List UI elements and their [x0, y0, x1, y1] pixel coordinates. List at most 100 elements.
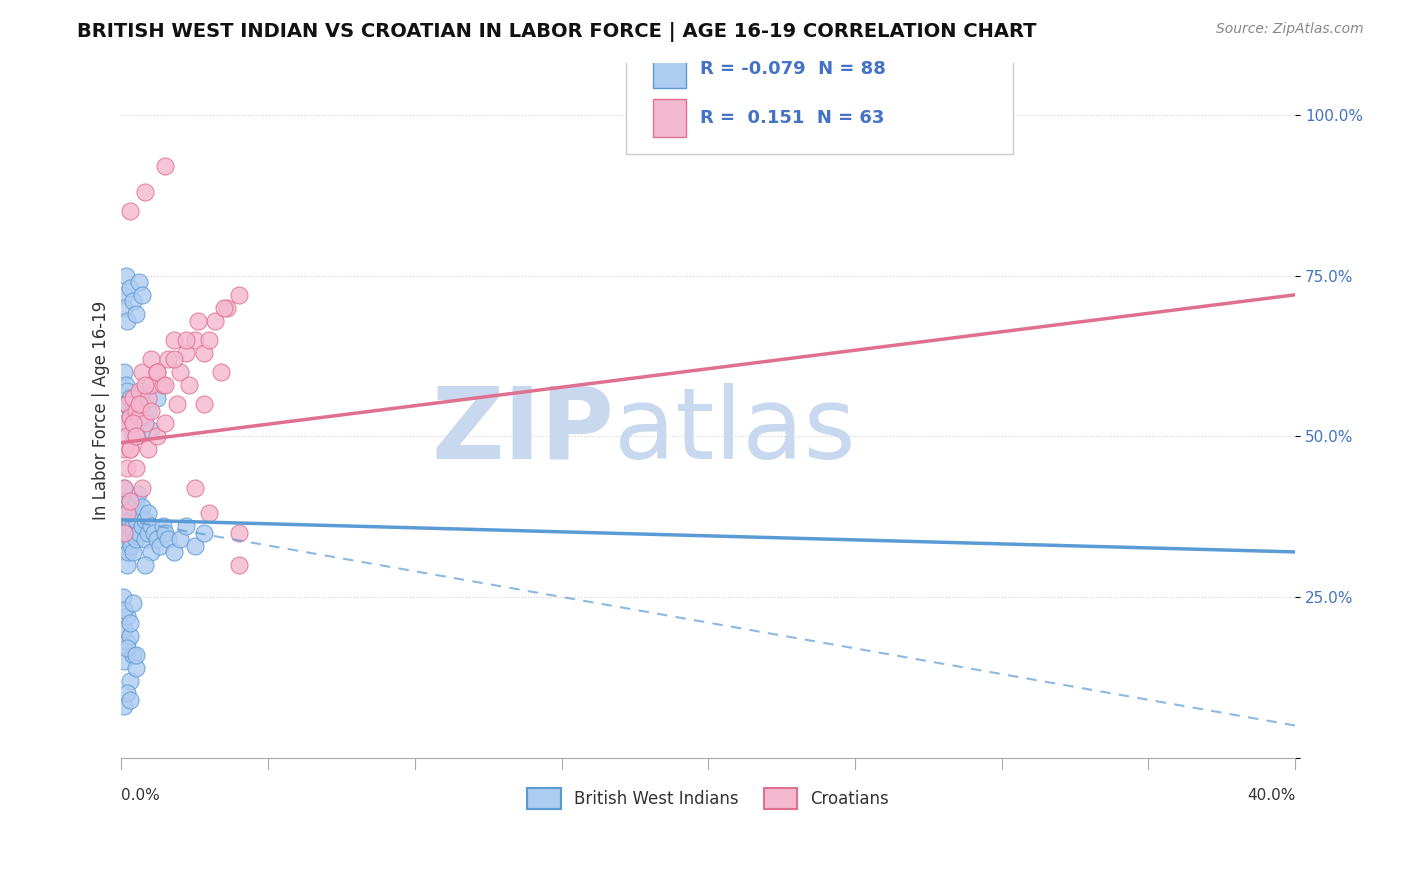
Point: [112, 397, 135, 411]
Point: [122, 417, 145, 431]
Point: [125, 417, 148, 431]
Point: [134, 532, 156, 546]
Point: [112, 622, 135, 636]
Point: [163, 333, 186, 347]
Point: [117, 417, 139, 431]
Point: [134, 558, 156, 572]
Point: [111, 513, 134, 527]
Text: 0.0%: 0.0%: [121, 789, 160, 803]
Point: [149, 539, 172, 553]
Point: [139, 545, 162, 559]
Point: [139, 403, 162, 417]
Point: [125, 403, 148, 417]
Point: [118, 519, 141, 533]
Point: [174, 345, 197, 359]
Point: [193, 525, 215, 540]
Point: [131, 481, 153, 495]
Point: [134, 377, 156, 392]
Point: [174, 519, 197, 533]
Point: [112, 603, 135, 617]
Point: [204, 313, 226, 327]
Point: [122, 525, 145, 540]
Point: [136, 391, 159, 405]
Point: [136, 507, 159, 521]
Point: [136, 525, 159, 540]
Point: [120, 281, 142, 295]
Point: [115, 268, 138, 283]
Point: [117, 525, 139, 540]
Point: [145, 532, 167, 546]
Point: [117, 545, 139, 559]
Point: [152, 377, 174, 392]
Point: [122, 294, 145, 309]
Point: [120, 442, 142, 456]
Point: [115, 558, 138, 572]
Y-axis label: In Labor Force | Age 16-19: In Labor Force | Age 16-19: [93, 301, 110, 520]
Point: [112, 539, 135, 553]
Point: [228, 558, 250, 572]
Point: [184, 539, 207, 553]
Point: [120, 409, 142, 424]
Point: [128, 384, 150, 399]
Point: [117, 635, 139, 649]
Text: BRITISH WEST INDIAN VS CROATIAN IN LABOR FORCE | AGE 16-19 CORRELATION CHART: BRITISH WEST INDIAN VS CROATIAN IN LABOR…: [77, 22, 1036, 42]
Point: [184, 481, 207, 495]
Point: [139, 377, 162, 392]
Point: [127, 487, 149, 501]
Point: [212, 301, 235, 315]
Point: [122, 648, 145, 662]
Point: [117, 507, 139, 521]
Point: [131, 384, 153, 399]
Point: [134, 185, 156, 199]
Point: [120, 513, 142, 527]
Point: [193, 397, 215, 411]
Point: [169, 365, 191, 379]
Point: [157, 352, 180, 367]
Point: [122, 403, 145, 417]
Point: [111, 590, 134, 604]
Point: [157, 532, 180, 546]
Point: [120, 615, 142, 630]
Point: [125, 513, 148, 527]
Point: [128, 525, 150, 540]
Point: [155, 417, 177, 431]
Point: [112, 287, 135, 301]
Point: [145, 429, 167, 443]
Point: [139, 519, 162, 533]
Point: [120, 532, 142, 546]
Point: [145, 365, 167, 379]
Point: [122, 391, 145, 405]
Point: [155, 159, 177, 173]
Point: [131, 365, 153, 379]
Point: [198, 333, 221, 347]
FancyBboxPatch shape: [654, 50, 686, 87]
Point: [120, 493, 142, 508]
Point: [112, 301, 135, 315]
Point: [125, 493, 148, 508]
Point: [134, 417, 156, 431]
Legend: British West Indians, Croatians: British West Indians, Croatians: [520, 781, 896, 815]
Point: [155, 377, 177, 392]
Point: [122, 596, 145, 610]
Point: [120, 442, 142, 456]
Point: [184, 333, 207, 347]
Point: [177, 377, 200, 392]
Point: [209, 365, 232, 379]
Point: [139, 423, 162, 437]
Point: [115, 377, 138, 392]
Point: [136, 403, 159, 417]
Point: [117, 461, 139, 475]
Point: [112, 654, 135, 668]
Point: [117, 397, 139, 411]
Text: R =  0.151  N = 63: R = 0.151 N = 63: [700, 109, 884, 128]
Point: [125, 429, 148, 443]
Point: [120, 628, 142, 642]
Point: [134, 409, 156, 424]
Point: [145, 365, 167, 379]
Point: [125, 648, 148, 662]
Point: [120, 673, 142, 688]
Point: [112, 525, 135, 540]
Point: [125, 461, 148, 475]
FancyBboxPatch shape: [626, 39, 1014, 153]
Point: [112, 493, 135, 508]
